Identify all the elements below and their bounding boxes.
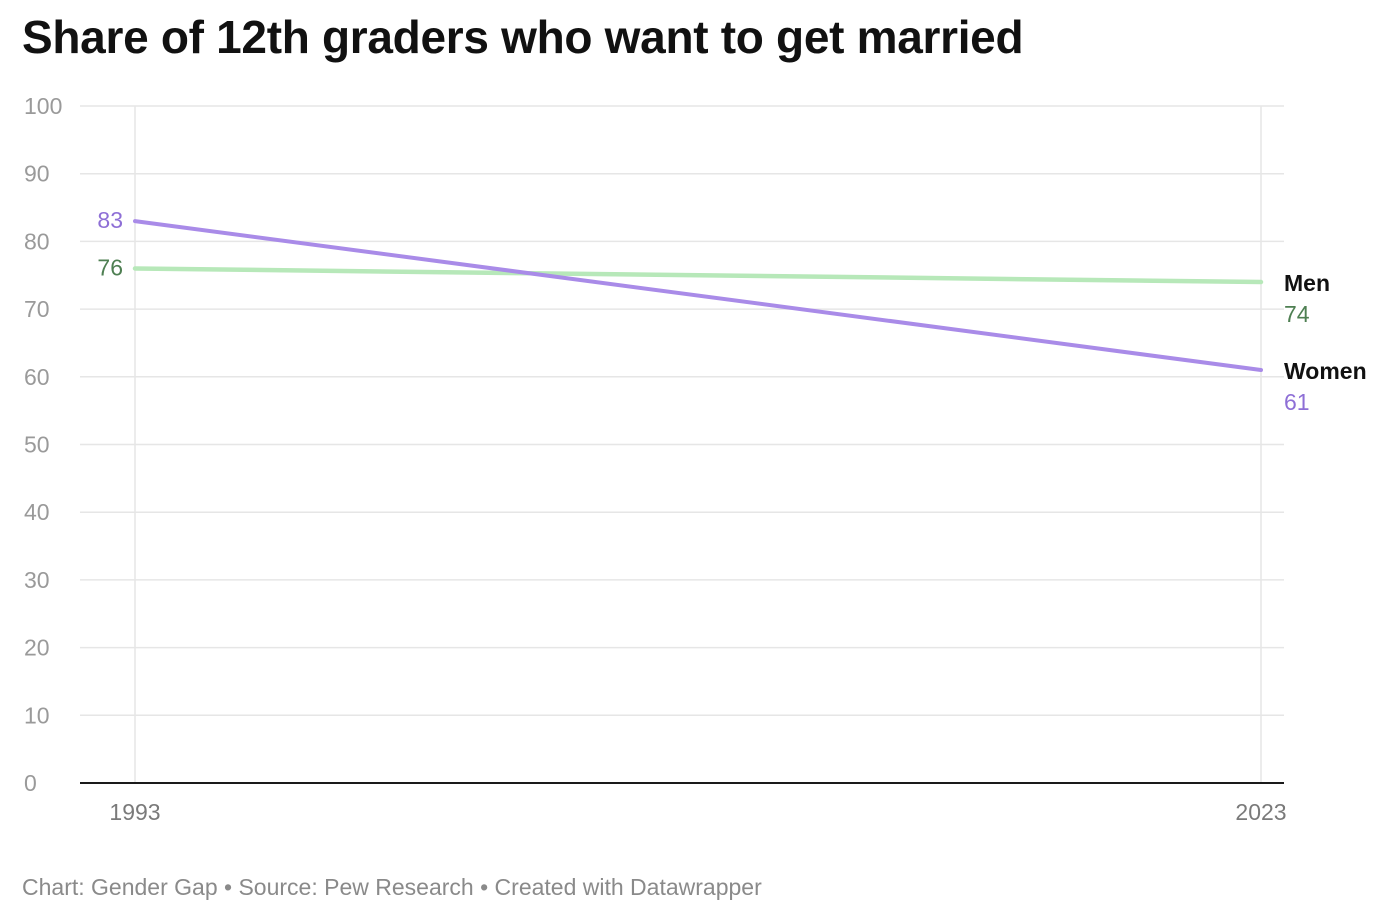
women-line xyxy=(133,219,1263,373)
women-end-value-label: 61 xyxy=(1284,389,1310,415)
men-end-value-label: 74 xyxy=(1284,301,1310,327)
y-tick-label: 0 xyxy=(24,770,37,796)
footer-source-name[interactable]: Pew Research xyxy=(324,874,474,900)
y-tick-label: 20 xyxy=(24,635,50,661)
women-series-label: Women xyxy=(1284,358,1367,384)
footer-separator: • xyxy=(224,874,233,900)
y-tick-label: 30 xyxy=(24,567,50,593)
men-start-value-label: 76 xyxy=(97,254,123,280)
x-tick-label: 1993 xyxy=(109,799,160,825)
footer-separator: • xyxy=(480,874,489,900)
y-tick-label: 40 xyxy=(24,499,50,525)
footer-chart-name[interactable]: Gender Gap xyxy=(91,874,218,900)
chart-title: Share of 12th graders who want to get ma… xyxy=(22,11,1024,63)
y-tick-label: 50 xyxy=(24,432,50,458)
y-tick-label: 60 xyxy=(24,364,50,390)
y-tick-label: 80 xyxy=(24,228,50,254)
women-start-value-label: 83 xyxy=(97,207,123,233)
footer-credit[interactable]: Created with Datawrapper xyxy=(494,874,762,900)
y-tick-label: 100 xyxy=(24,93,62,119)
y-tick-label: 10 xyxy=(24,702,50,728)
men-series-label: Men xyxy=(1284,270,1330,296)
x-tick-label: 2023 xyxy=(1235,799,1286,825)
footer-chart-label: Chart: xyxy=(22,874,85,900)
footer-source-label: Source: xyxy=(238,874,318,900)
men-line xyxy=(132,266,1264,285)
y-tick-label: 90 xyxy=(24,161,50,187)
chart-footer: Chart: Gender Gap • Source: Pew Research… xyxy=(22,874,762,901)
y-tick-label: 70 xyxy=(24,296,50,322)
